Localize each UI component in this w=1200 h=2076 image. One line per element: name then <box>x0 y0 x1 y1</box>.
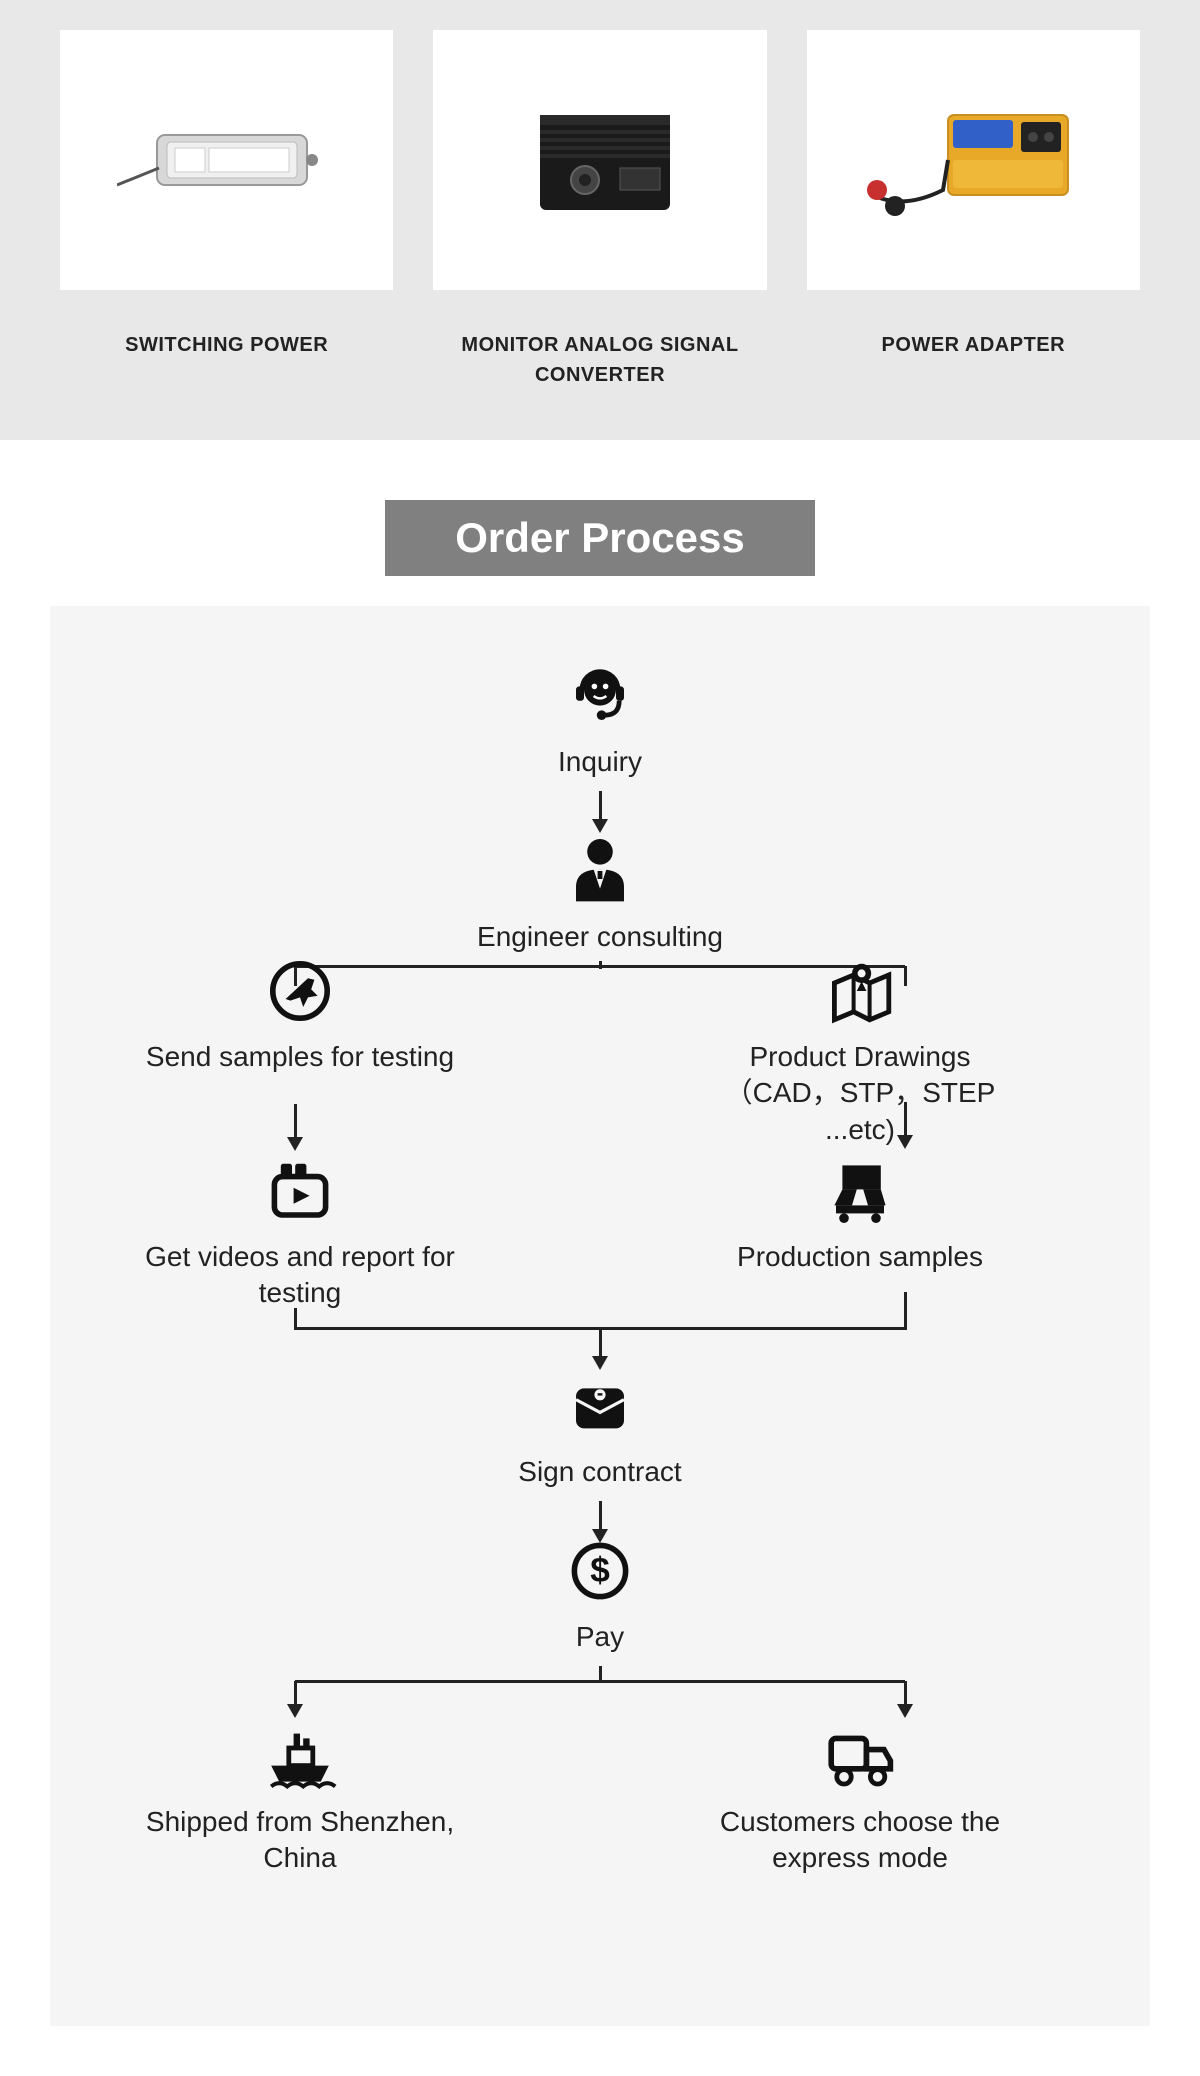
flow-node-label: Shipped from Shenzhen, China <box>130 1804 470 1877</box>
flow-node-inquiry: Inquiry <box>460 656 740 780</box>
envelope-icon <box>560 1366 640 1446</box>
connector <box>294 1104 297 1139</box>
ship-icon <box>260 1716 340 1796</box>
connector <box>904 1292 907 1330</box>
flow-node-production: Production samples <box>690 1151 1030 1275</box>
flow-node-samples: Send samples for testing <box>130 951 470 1075</box>
banner-section: Order Process <box>0 440 1200 606</box>
flow-node-express: Customers choose the express mode <box>690 1716 1030 1877</box>
flow-node-label: Customers choose the express mode <box>690 1804 1030 1877</box>
flow-node-label: Engineer consulting <box>477 919 723 955</box>
product-card-0: SWITCHING POWER <box>60 30 393 390</box>
map-icon <box>820 951 900 1031</box>
flow-node-engineer: Engineer consulting <box>460 831 740 955</box>
connector <box>599 791 602 821</box>
connector <box>904 1681 907 1706</box>
flow-node-contract: Sign contract <box>460 1366 740 1490</box>
flow-node-label: Get videos and report for testing <box>130 1239 470 1312</box>
flow-node-label: Pay <box>576 1619 624 1655</box>
flow-node-pay: $ Pay <box>460 1531 740 1655</box>
flow-node-label: Sign contract <box>518 1454 681 1490</box>
plane-icon <box>260 951 340 1031</box>
connector <box>599 1501 602 1531</box>
machine-icon <box>820 1151 900 1231</box>
product-title-1: MONITOR ANALOG SIGNAL CONVERTER <box>433 330 766 390</box>
converter-illustration <box>490 80 710 240</box>
flow-node-label: Production samples <box>737 1239 983 1275</box>
svg-text:$: $ <box>590 1551 610 1590</box>
product-title-0: SWITCHING POWER <box>125 330 328 360</box>
video-icon <box>260 1151 340 1231</box>
flow-node-label: Product Drawings （CAD，STP，STEP ...etc) <box>690 1039 1030 1148</box>
order-process-banner: Order Process <box>385 500 815 576</box>
truck-icon <box>820 1716 900 1796</box>
flow-node-label: Send samples for testing <box>146 1039 454 1075</box>
switching-power-illustration <box>117 90 337 230</box>
product-image-switching-power <box>60 30 393 290</box>
product-image-converter <box>433 30 766 290</box>
headset-icon <box>560 656 640 736</box>
flow-node-shipped: Shipped from Shenzhen, China <box>130 1716 470 1877</box>
flow-node-label: Inquiry <box>558 744 642 780</box>
product-card-1: MONITOR ANALOG SIGNAL CONVERTER <box>433 30 766 390</box>
products-section: SWITCHING POWER MONITOR ANALOG SIGNAL CO… <box>0 0 1200 440</box>
dollar-icon: $ <box>560 1531 640 1611</box>
product-image-adapter <box>807 30 1140 290</box>
connector <box>295 1680 905 1683</box>
product-card-2: POWER ADAPTER <box>807 30 1140 390</box>
flow-node-drawings: Product Drawings （CAD，STP，STEP ...etc) <box>690 951 1030 1148</box>
arrow-icon <box>287 1137 303 1151</box>
flowchart-section: Inquiry Engineer consulting Send samples f… <box>0 606 1200 2076</box>
connector <box>599 1328 602 1358</box>
adapter-illustration <box>853 80 1093 240</box>
connector <box>294 1681 297 1706</box>
flow-node-videos: Get videos and report for testing <box>130 1151 470 1312</box>
product-title-2: POWER ADAPTER <box>882 330 1066 360</box>
person-icon <box>560 831 640 911</box>
order-process-flowchart: Inquiry Engineer consulting Send samples f… <box>50 606 1150 2026</box>
